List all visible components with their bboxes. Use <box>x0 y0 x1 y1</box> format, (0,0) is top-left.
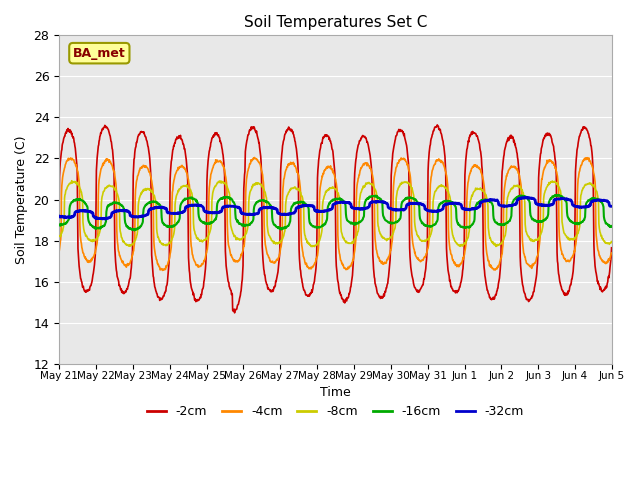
Text: BA_met: BA_met <box>73 47 125 60</box>
Title: Soil Temperatures Set C: Soil Temperatures Set C <box>244 15 428 30</box>
Y-axis label: Soil Temperature (C): Soil Temperature (C) <box>15 135 28 264</box>
X-axis label: Time: Time <box>320 385 351 398</box>
Legend: -2cm, -4cm, -8cm, -16cm, -32cm: -2cm, -4cm, -8cm, -16cm, -32cm <box>142 400 529 423</box>
